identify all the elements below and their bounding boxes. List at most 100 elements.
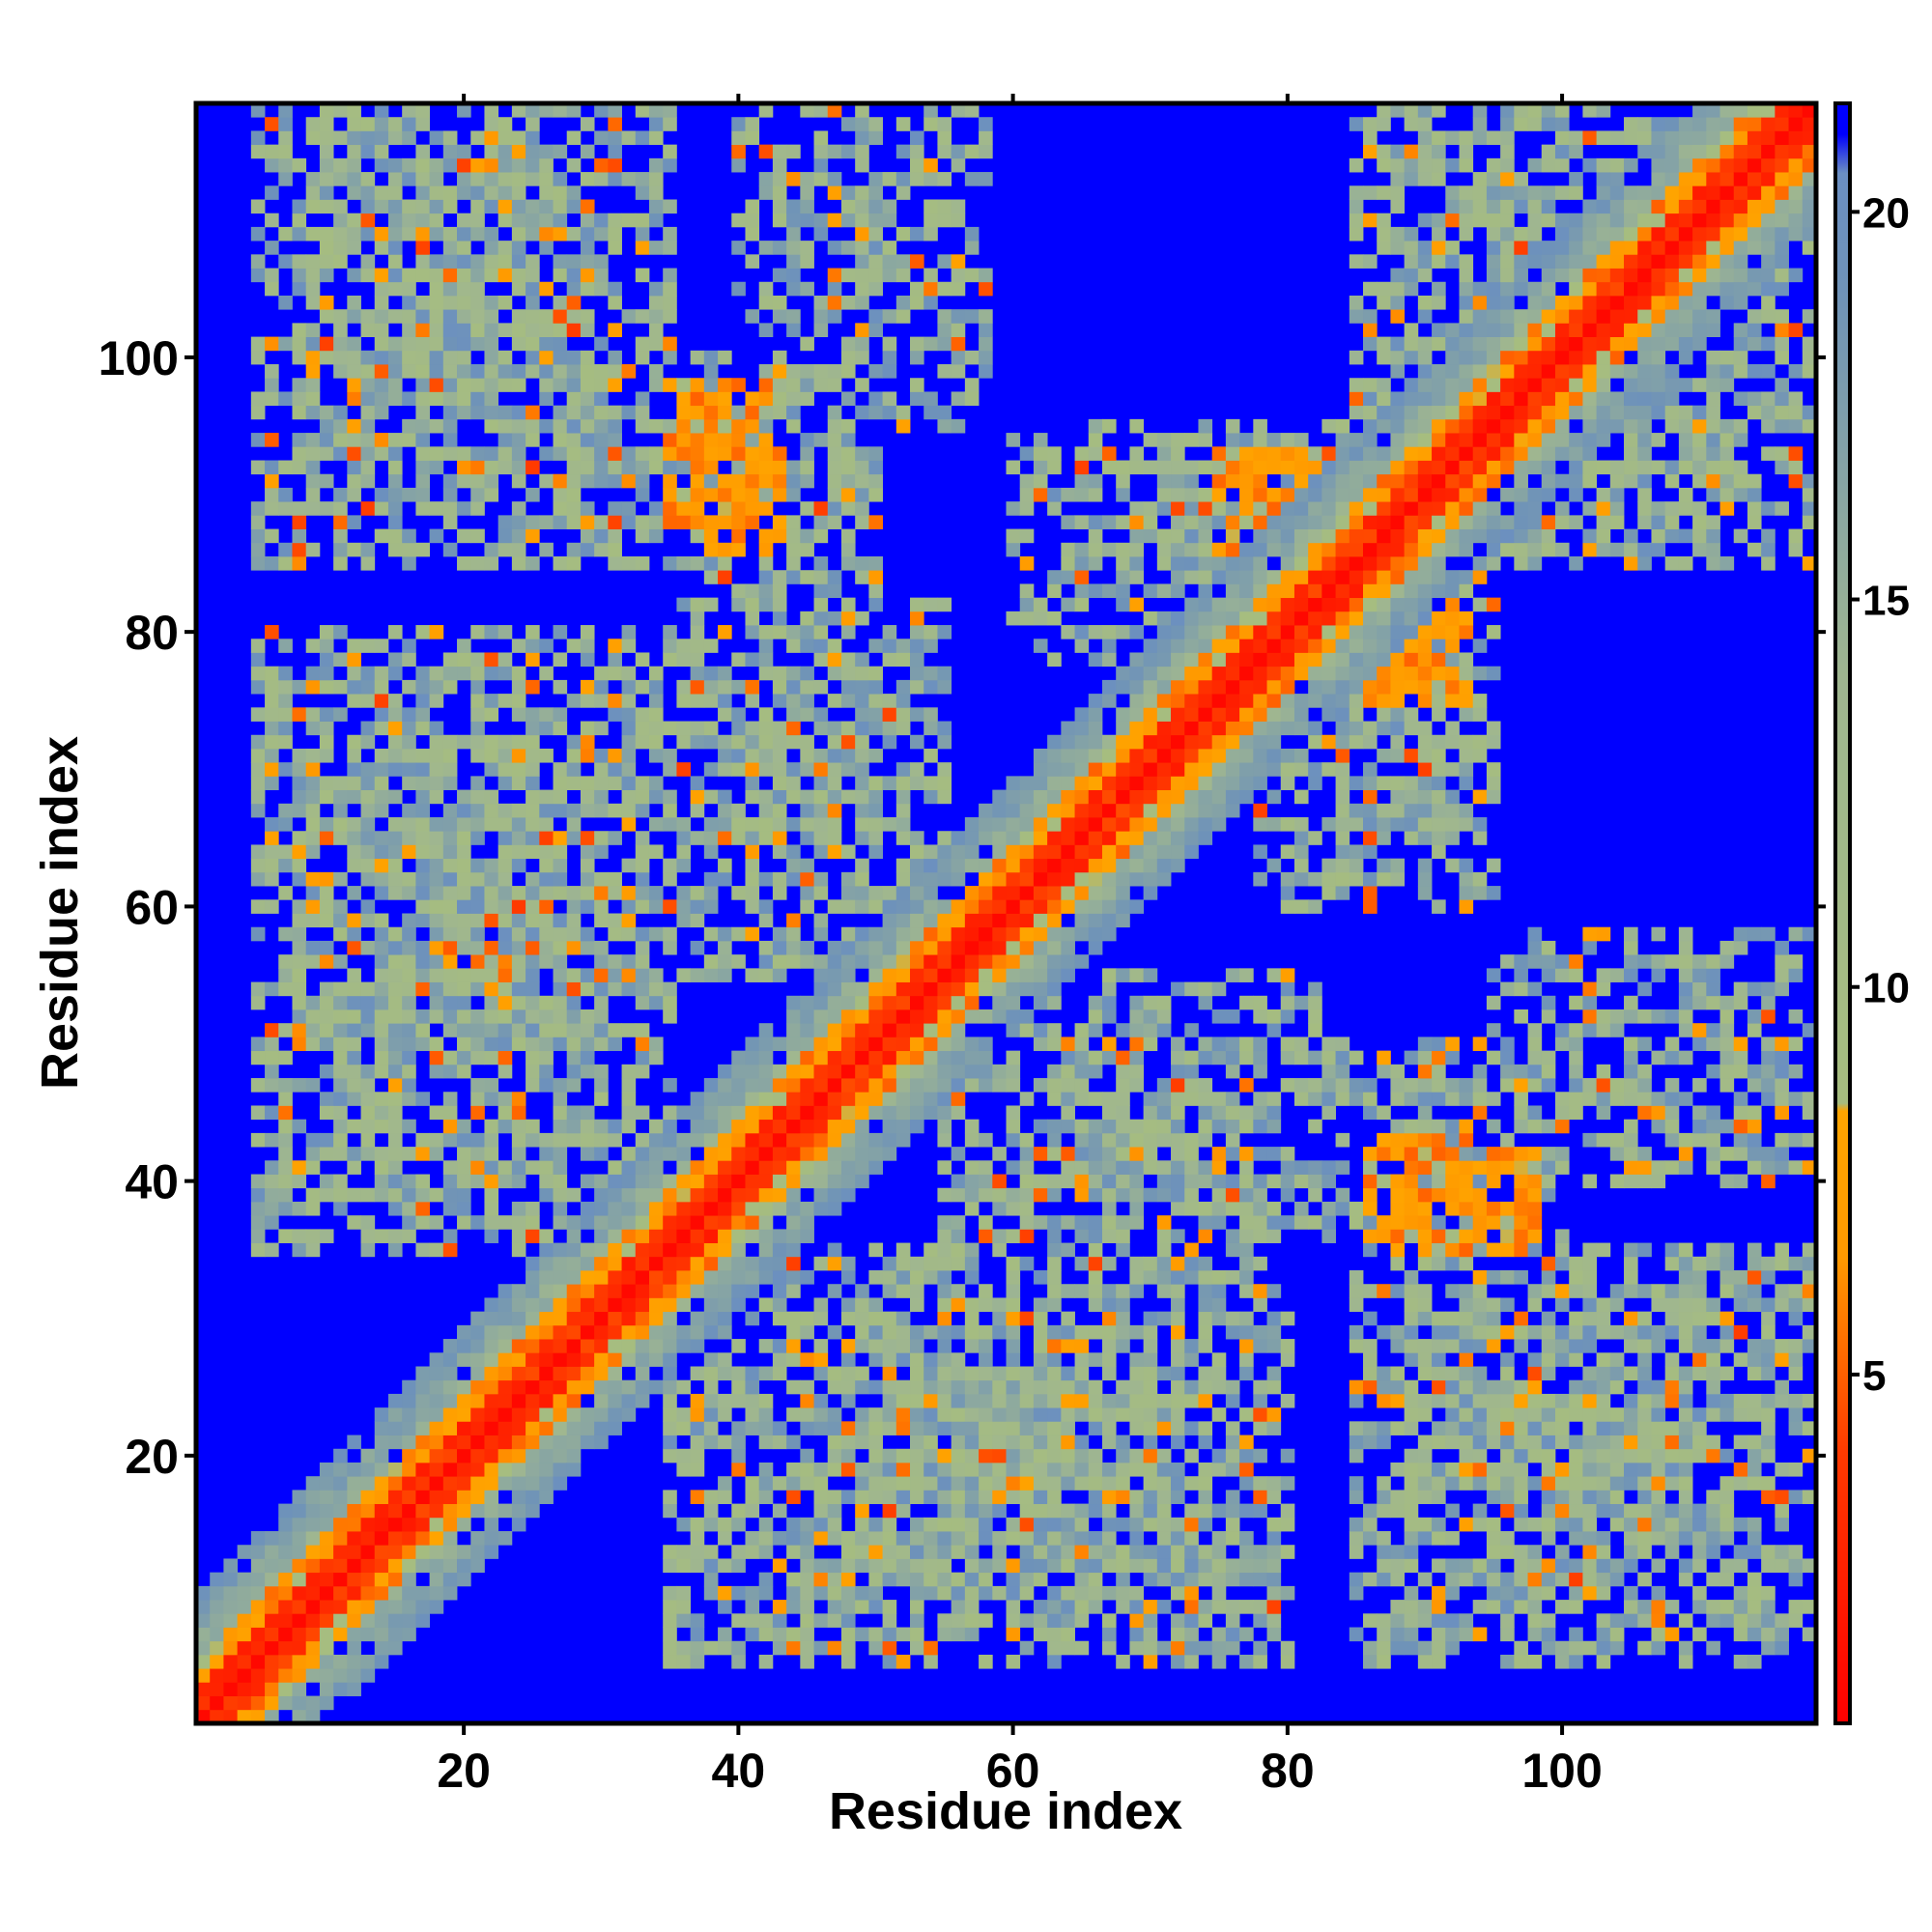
heatmap-cell <box>511 1174 526 1189</box>
heatmap-cell <box>347 1585 361 1601</box>
heatmap-cell <box>497 1174 513 1189</box>
heatmap-cell <box>923 1379 938 1395</box>
heatmap-cell <box>1047 1640 1062 1656</box>
heatmap-cell <box>470 487 485 502</box>
heatmap-cell <box>387 1627 403 1642</box>
heatmap-cell <box>731 1064 746 1079</box>
heatmap-cell <box>457 981 471 997</box>
heatmap-cell <box>1033 1352 1048 1367</box>
heatmap-cell <box>1171 1613 1185 1628</box>
heatmap-cell <box>333 981 348 997</box>
heatmap-cell <box>621 1256 637 1271</box>
heatmap-cell <box>305 1037 321 1052</box>
heatmap-cell <box>566 281 582 297</box>
heatmap-cell <box>1129 555 1145 571</box>
heatmap-cell <box>305 1531 321 1546</box>
heatmap-cell <box>910 844 924 860</box>
heatmap-cell <box>868 968 883 982</box>
heatmap-cell <box>840 611 856 626</box>
heatmap-cell <box>910 899 924 914</box>
heatmap-cell <box>1129 831 1145 845</box>
heatmap-cell <box>621 734 637 750</box>
heatmap-cell <box>526 1119 540 1134</box>
heatmap-cell <box>1061 1174 1075 1189</box>
heatmap-cell <box>690 1311 705 1326</box>
heatmap-cell <box>676 1242 692 1258</box>
heatmap-cell <box>526 1284 540 1298</box>
heatmap-cell <box>855 871 869 887</box>
heatmap-cell <box>758 1256 774 1271</box>
heatmap-cell <box>663 1242 677 1258</box>
heatmap-cell <box>964 1064 980 1079</box>
heatmap-cell <box>786 226 801 242</box>
heatmap-cell <box>840 542 856 557</box>
heatmap-cell <box>745 1078 760 1093</box>
heatmap-cell <box>429 817 444 832</box>
heatmap-cell <box>964 1201 980 1216</box>
heatmap-cell <box>1006 1393 1021 1408</box>
heatmap-cell <box>690 899 705 914</box>
heatmap-cell <box>621 460 637 475</box>
heatmap-cell <box>539 666 554 681</box>
heatmap-cell <box>1101 1297 1117 1313</box>
heatmap-cell <box>526 803 540 818</box>
heatmap-cell <box>937 1064 952 1079</box>
heatmap-cell <box>566 460 582 475</box>
heatmap-cell <box>718 694 732 708</box>
heatmap-cell <box>758 940 774 955</box>
heatmap-cell <box>800 940 814 955</box>
heatmap-cell <box>1074 460 1090 475</box>
heatmap-cell <box>910 1600 924 1614</box>
heatmap-cell <box>511 103 526 118</box>
heatmap-cell <box>470 1531 485 1546</box>
heatmap-cell <box>265 473 279 489</box>
heatmap-cell <box>910 1352 924 1367</box>
heatmap-cell <box>772 968 787 982</box>
heatmap-cell <box>511 1132 526 1148</box>
heatmap-cell <box>745 1256 760 1271</box>
heatmap-cell <box>566 199 582 214</box>
heatmap-cell <box>553 707 568 722</box>
heatmap-cell <box>992 1174 1007 1189</box>
heatmap-cell <box>1006 1366 1021 1381</box>
heatmap-cell <box>1074 1092 1090 1106</box>
heatmap-cell <box>758 570 774 584</box>
heatmap-cell <box>937 789 952 805</box>
heatmap-cell <box>855 707 869 722</box>
heatmap-cell <box>979 1297 993 1313</box>
heatmap-cell <box>745 1064 760 1079</box>
heatmap-cell <box>868 1627 883 1642</box>
heatmap-cell <box>635 886 650 900</box>
heatmap-cell <box>511 1339 526 1353</box>
heatmap-cell <box>387 157 403 173</box>
heatmap-cell <box>813 1640 829 1656</box>
heatmap-cell <box>196 1640 211 1656</box>
heatmap-cell <box>703 1407 719 1422</box>
heatmap-cell <box>374 295 389 310</box>
heatmap-cell <box>566 748 582 763</box>
heatmap-cell <box>910 1023 924 1037</box>
heatmap-cell <box>387 1585 403 1601</box>
heatmap-cell <box>265 1613 279 1628</box>
heatmap-cell <box>772 1421 787 1435</box>
heatmap-cell <box>292 748 307 763</box>
heatmap-cell <box>539 157 554 173</box>
heatmap-cell <box>663 899 677 914</box>
heatmap-cell <box>923 157 938 173</box>
heatmap-cell <box>635 336 650 352</box>
heatmap-cell <box>964 1366 980 1381</box>
heatmap-cell <box>979 1435 993 1450</box>
heatmap-cell <box>703 1105 719 1121</box>
heatmap-cell <box>1129 1324 1145 1340</box>
heatmap-cell <box>1033 1558 1048 1574</box>
heatmap-cell <box>566 694 582 708</box>
heatmap-cell <box>1074 844 1090 860</box>
heatmap-cell <box>1211 1654 1227 1669</box>
heatmap-cell <box>758 762 774 777</box>
heatmap-cell <box>539 707 554 722</box>
heatmap-cell <box>442 254 458 269</box>
heatmap-cell <box>1006 968 1021 982</box>
heatmap-cell <box>1047 570 1062 584</box>
heatmap-cell <box>979 1229 993 1243</box>
heatmap-cell <box>1184 1064 1199 1079</box>
